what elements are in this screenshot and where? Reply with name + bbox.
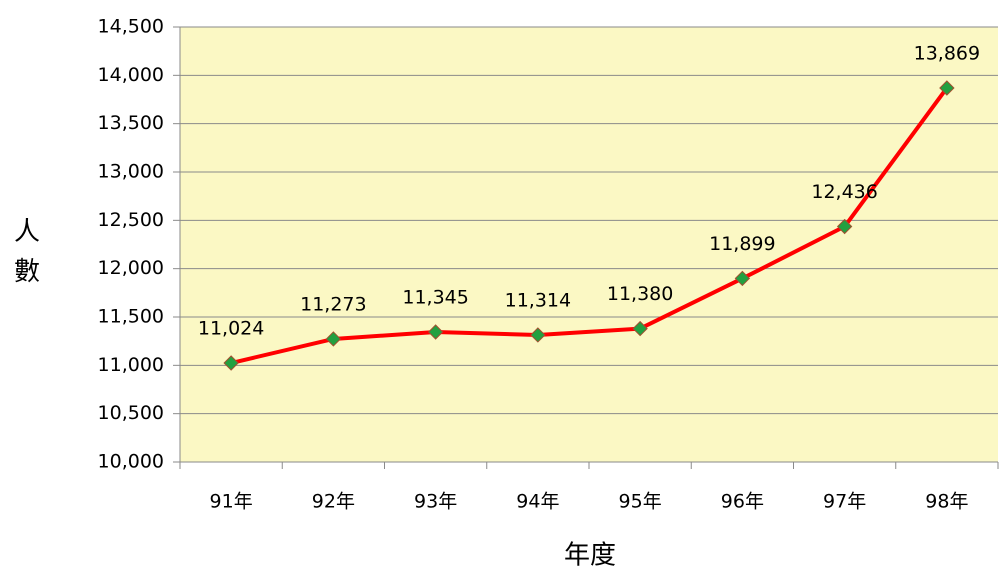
x-tick-label: 98年	[925, 491, 968, 513]
y-tick-label: 11,000	[98, 354, 164, 376]
data-label: 11,345	[402, 286, 468, 308]
data-marker	[734, 270, 751, 287]
x-tick-label: 97年	[823, 491, 866, 513]
x-axis-title: 年度	[564, 541, 616, 571]
y-tick-label: 10,500	[98, 402, 164, 424]
data-label: 11,314	[505, 289, 571, 311]
data-marker	[223, 355, 239, 371]
y-axis-title: 人數	[14, 217, 40, 287]
data-marker	[325, 331, 342, 347]
y-tick-label: 14,000	[98, 64, 164, 86]
y-tick-label: 14,500	[98, 16, 164, 38]
data-line	[230, 86, 949, 365]
y-tick-label: 13,000	[98, 161, 164, 183]
x-tick-label: 94年	[516, 491, 559, 513]
data-label: 11,899	[709, 233, 775, 255]
data-label: 11,380	[607, 283, 673, 305]
y-tick-label: 13,500	[98, 112, 164, 134]
data-label: 11,024	[198, 318, 264, 340]
x-tick-label: 95年	[619, 491, 662, 513]
data-marker	[632, 320, 648, 337]
x-tick-label: 91年	[210, 491, 253, 513]
data-label: 13,869	[914, 42, 980, 64]
y-tick-label: 10,000	[98, 451, 164, 473]
x-tick-label: 93年	[414, 491, 457, 513]
x-tick-label: 96年	[721, 491, 764, 513]
x-tick-label: 92年	[312, 491, 355, 513]
data-marker	[836, 218, 853, 235]
data-marker	[427, 324, 444, 340]
data-marker	[530, 327, 546, 343]
y-tick-label: 11,500	[98, 306, 164, 328]
plot-background	[180, 27, 998, 462]
y-tick-label: 12,000	[98, 257, 164, 279]
data-label: 12,436	[811, 181, 877, 203]
data-marker	[939, 80, 955, 96]
data-label: 11,273	[300, 293, 366, 315]
y-tick-label: 12,500	[98, 209, 164, 231]
